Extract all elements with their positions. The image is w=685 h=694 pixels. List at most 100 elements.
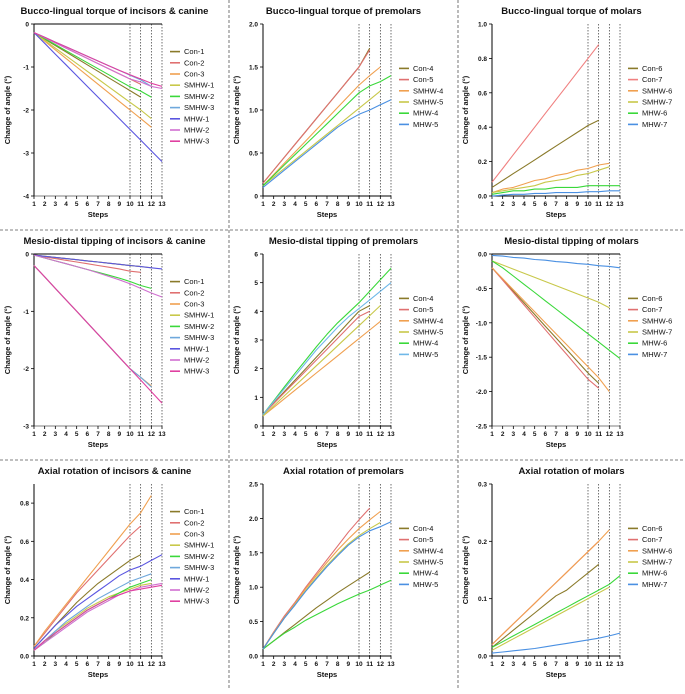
x-axis-label: Steps (317, 440, 337, 449)
legend-label: SMHW-2 (184, 322, 214, 331)
x-tick-label: 7 (325, 661, 329, 668)
y-tick-label: -3 (23, 151, 29, 158)
legend-label: Con-5 (413, 535, 433, 544)
x-tick-label: 1 (261, 431, 265, 438)
series-line-smhw-1 (33, 582, 152, 651)
x-tick-label: 13 (387, 661, 395, 668)
x-tick-label: 7 (96, 201, 100, 208)
x-tick-label: 8 (565, 201, 569, 208)
series-line-smhw-6 (491, 529, 610, 645)
x-tick-label: 9 (576, 431, 580, 438)
y-axis-label: Change of angle (°) (3, 535, 12, 604)
series-line-con-6 (491, 267, 600, 384)
chart-title: Bucco-lingual torque of premolars (266, 6, 421, 17)
y-tick-label: -1.0 (476, 320, 488, 327)
x-axis-label: Steps (317, 210, 337, 219)
x-tick-label: 2 (272, 661, 276, 668)
x-tick-label: 3 (54, 201, 58, 208)
chart-panel-8: Axial rotation of molars 0.0 0.1 0.2 0.3 1 2 3 4… (458, 460, 685, 689)
y-tick-label: 2.0 (249, 516, 258, 523)
x-tick-label: 4 (64, 201, 68, 208)
series-line-mhw-3 (33, 265, 163, 404)
x-tick-label: 12 (606, 201, 614, 208)
chart-svg-6: Axial rotation of incisors & canine 0.0 0.… (3, 466, 214, 679)
legend-label: SMHW-1 (184, 311, 214, 320)
x-tick-label: 3 (283, 431, 287, 438)
x-tick-label: 1 (490, 661, 494, 668)
series-line-smhw-6 (491, 162, 610, 194)
legend-label: MHW-2 (184, 356, 209, 365)
x-tick-label: 13 (616, 201, 624, 208)
x-axis-label: Steps (317, 670, 337, 679)
x-tick-label: 11 (595, 431, 602, 438)
legend-label: MHW-7 (642, 350, 667, 359)
chart-panel-6: Axial rotation of incisors & canine 0.0 0.… (0, 460, 229, 689)
x-tick-label: 4 (522, 201, 526, 208)
legend-label: MHW-5 (413, 350, 438, 359)
chart-title: Axial rotation of molars (518, 466, 624, 477)
x-tick-label: 1 (32, 661, 36, 668)
x-tick-label: 5 (533, 661, 537, 668)
series-line-con-3 (33, 265, 152, 387)
legend-label: SMHW-6 (642, 546, 672, 555)
legend-label: SMHW-4 (413, 546, 443, 555)
series-line-mhw-6 (491, 185, 620, 195)
x-tick-label: 2 (501, 661, 505, 668)
series-line-mhw-7 (491, 190, 620, 197)
legend-label: SMHW-4 (413, 86, 443, 95)
series-line-mhw-1 (33, 32, 163, 162)
chart-panel-3: Mesio-distal tipping of incisors & canin… (0, 230, 229, 460)
x-tick-label: 10 (584, 431, 592, 438)
y-tick-label: 0.1 (478, 596, 487, 603)
series-line-smhw-7 (491, 586, 610, 651)
x-tick-label: 9 (347, 431, 351, 438)
y-tick-label: 0.8 (20, 501, 29, 508)
y-tick-label: 0.2 (478, 159, 487, 166)
series-line-mhw-7 (491, 254, 621, 269)
legend-label: Con-3 (184, 300, 204, 309)
y-tick-label: 0.0 (249, 654, 258, 661)
chart-svg-2: Bucco-lingual torque of molars 0.0 0.2 0.4 0… (461, 6, 672, 219)
y-tick-label: -0.5 (476, 286, 488, 293)
legend-label: SMHW-2 (184, 552, 214, 561)
series-line-smhw-3 (33, 573, 152, 651)
legend-label: Con-7 (642, 535, 662, 544)
x-tick-label: 11 (595, 661, 602, 668)
legend-label: MHW-7 (642, 580, 667, 589)
series-line-mhw-5 (262, 99, 392, 188)
y-tick-label: 6 (254, 252, 258, 259)
legend-label: SMHW-3 (184, 333, 214, 342)
x-tick-label: 5 (304, 201, 308, 208)
x-axis-label: Steps (88, 440, 108, 449)
series-line-mhw-4 (262, 75, 392, 187)
x-tick-label: 12 (377, 201, 385, 208)
legend-label: MHW-6 (642, 569, 667, 578)
x-tick-label: 5 (75, 201, 79, 208)
legend: Con-4 Con-5 SMHW-4 SMHW-5 MHW-4 MHW-5 (399, 294, 443, 359)
y-tick-label: 1 (254, 395, 258, 402)
x-tick-label: 6 (544, 661, 548, 668)
legend-label: MHW-5 (413, 580, 438, 589)
x-tick-label: 6 (544, 431, 548, 438)
x-tick-label: 13 (387, 201, 395, 208)
series-line-smhw-4 (262, 511, 381, 650)
chart-panel-4: Mesio-distal tipping of premolars 0 1 2 3 4 5 6… (229, 230, 458, 460)
series-line-con-5 (262, 310, 370, 415)
series-line-smhw-4 (262, 320, 381, 417)
y-axis-label: Change of angle (°) (3, 305, 12, 374)
x-tick-label: 9 (347, 661, 351, 668)
x-tick-label: 3 (54, 661, 58, 668)
legend-label: MHW-3 (184, 137, 209, 146)
y-axis-label: Change of angle (°) (3, 75, 12, 144)
legend-label: MHW-2 (184, 126, 209, 135)
x-tick-label: 1 (490, 431, 494, 438)
series-line-mhw-2 (33, 32, 163, 90)
y-tick-label: 3 (254, 338, 258, 345)
legend-label: SMHW-3 (184, 103, 214, 112)
chart-svg-4: Mesio-distal tipping of premolars0123456… (232, 236, 443, 449)
x-tick-label: 4 (522, 431, 526, 438)
y-tick-label: 1.5 (249, 65, 258, 72)
series-line-smhw-5 (262, 305, 381, 417)
series-line-smhw-6 (491, 267, 610, 392)
y-tick-label: 0.2 (478, 539, 487, 546)
